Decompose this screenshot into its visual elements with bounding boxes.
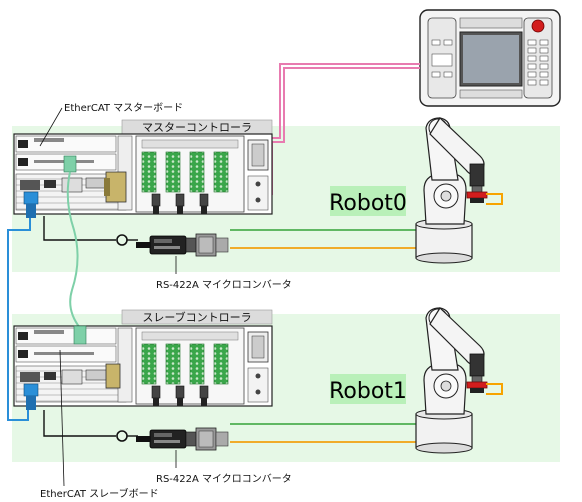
slave-controller-rack-icon	[13, 325, 273, 407]
robot1-label: Robot1	[329, 379, 407, 404]
master-board-label: EtherCAT マスターボード	[64, 102, 183, 114]
rs422-converter-bottom-icon	[135, 427, 229, 451]
master-power-cable	[43, 216, 116, 241]
master-plug-2	[175, 193, 185, 215]
master-plug-1	[151, 193, 161, 215]
slave-power-cable	[43, 410, 116, 437]
ethercat-cable	[66, 171, 81, 329]
master-board-pointer	[39, 107, 63, 147]
blue-network-cable	[7, 218, 31, 421]
slave-plug-2	[175, 385, 185, 407]
master-plug-3	[199, 193, 209, 215]
slave-plug-1	[151, 385, 161, 407]
slave-controller-title-bar	[121, 309, 273, 325]
rs422-converter-top-icon	[135, 233, 229, 257]
master-ethercat-connector	[63, 155, 77, 173]
rs422-bottom-label: RS-422A マイクロコンバータ	[156, 473, 292, 485]
slave-ethercat-connector	[73, 325, 87, 345]
rs422-top-label: RS-422A マイクロコンバータ	[156, 279, 292, 291]
slave-port	[105, 363, 121, 389]
robot0-label-bg	[330, 186, 406, 216]
slave-plug-3	[199, 385, 209, 407]
slave-lan-connector	[23, 383, 39, 397]
master-controller-rack-icon	[13, 133, 273, 215]
robot1-label-bg	[330, 374, 406, 404]
slave-controller-label: スレーブコントローラ	[142, 310, 251, 324]
slave-board-label: EtherCAT スレーブボード	[40, 487, 159, 500]
teach-pendant-icon	[419, 9, 561, 107]
master-controller-label: マスターコントローラ	[142, 121, 252, 134]
slave-board-pointer	[59, 349, 65, 487]
master-lan-connector	[23, 191, 39, 205]
robot0-label: Robot0	[329, 191, 407, 216]
